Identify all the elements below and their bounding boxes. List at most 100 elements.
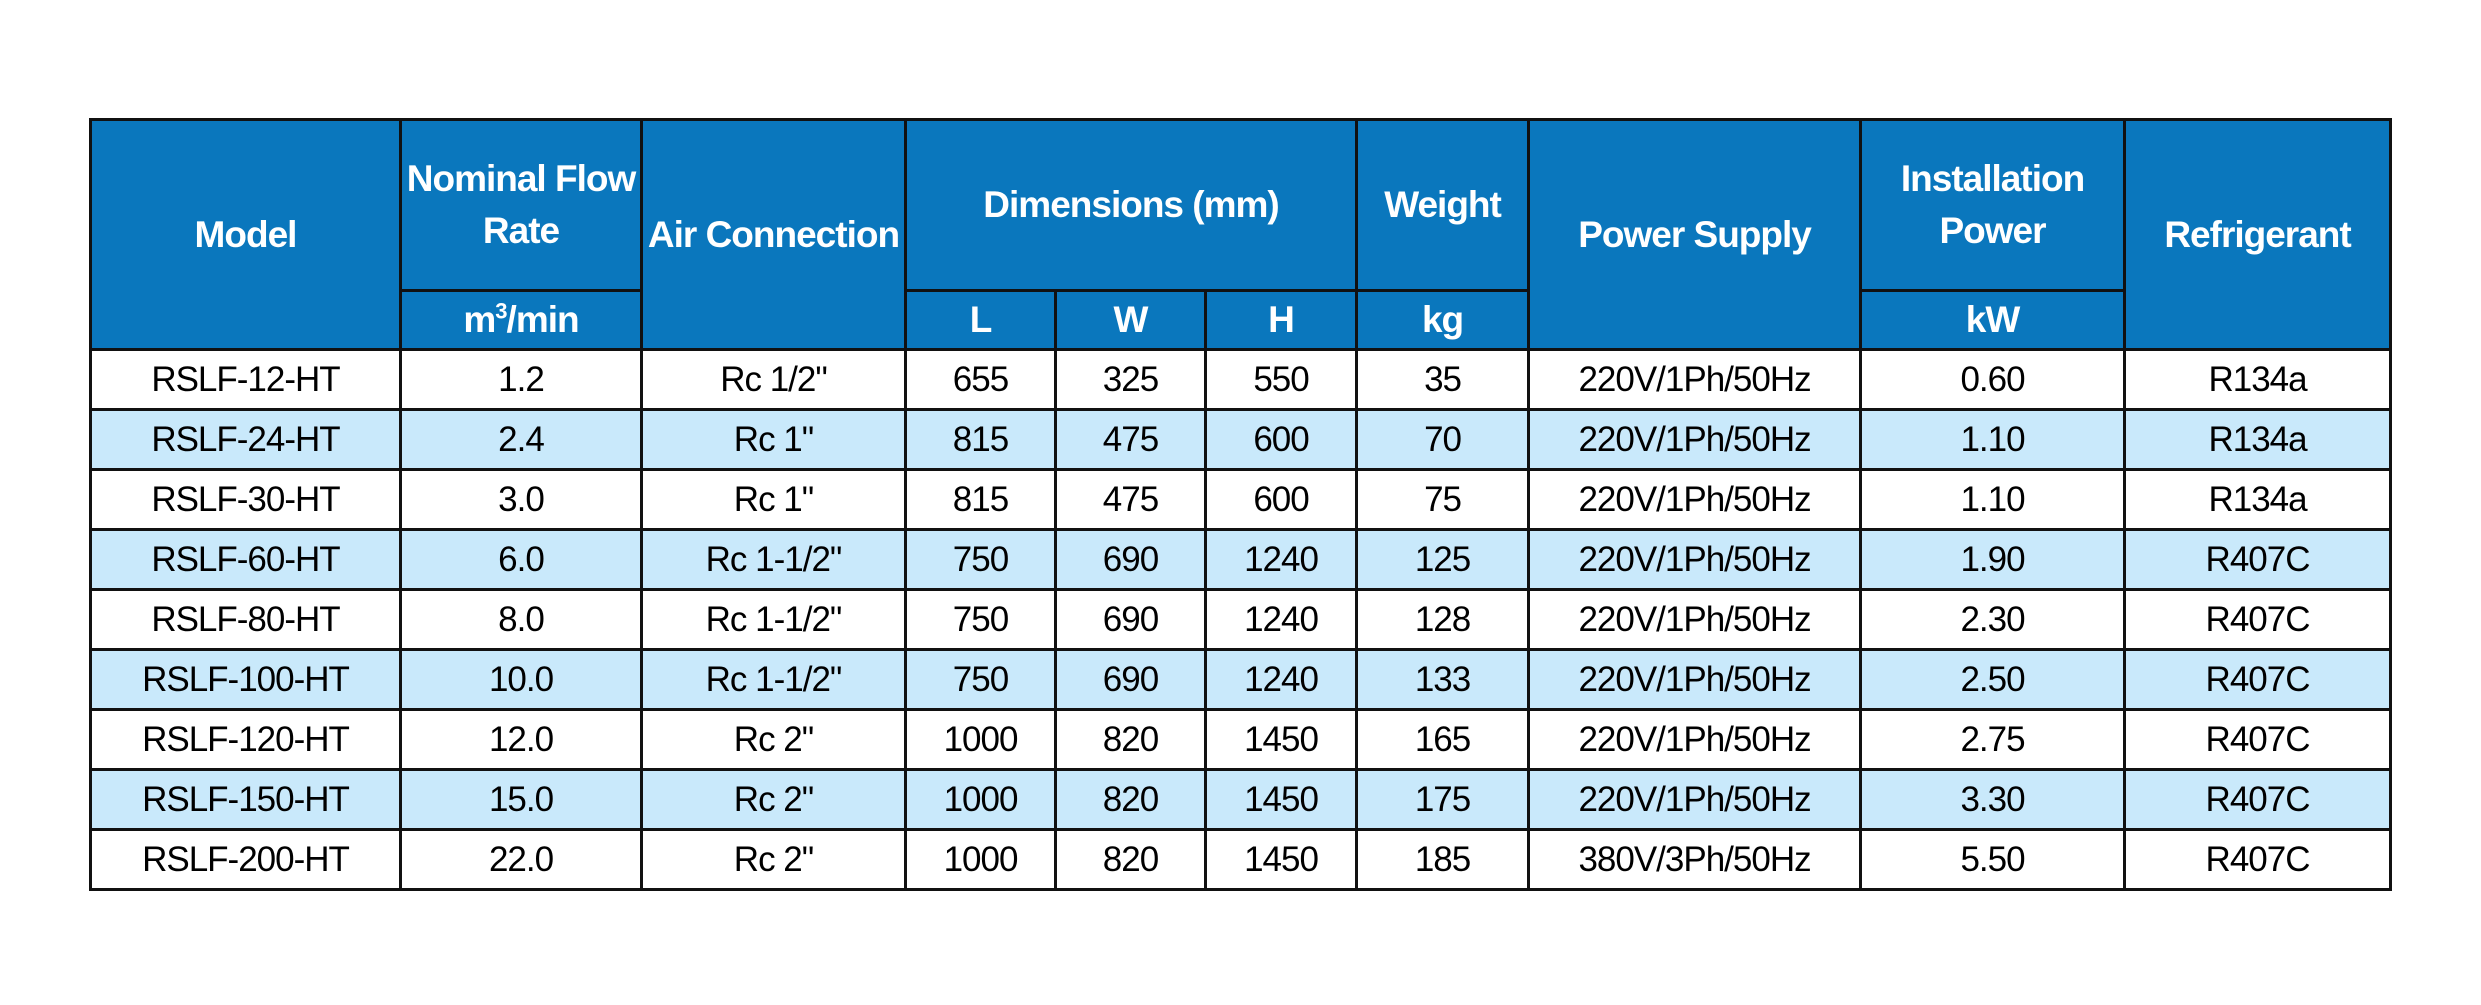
cell-flow-rate: 1.2: [399, 348, 643, 411]
table-row: RSLF-100-HT 10.0 Rc 1-1/2" 750 690 1240 133 220…: [89, 648, 2393, 711]
cell-flow-rate: 12.0: [399, 708, 643, 771]
cell-height: 1240: [1203, 648, 1359, 711]
cell-width: 690: [1054, 648, 1207, 711]
cell-width: 820: [1054, 828, 1207, 891]
cell-refrigerant: R134a: [2123, 348, 2393, 411]
table-row: RSLF-30-HT 3.0 Rc 1" 815 475 600 75 220V/1Ph/50…: [89, 468, 2393, 531]
cell-weight: 70: [1355, 408, 1531, 471]
cell-length: 655: [904, 348, 1057, 411]
cell-flow-rate: 6.0: [399, 528, 643, 591]
cell-air-connection: Rc 2": [640, 768, 907, 831]
cell-refrigerant: R134a: [2123, 468, 2393, 531]
header-weight-unit: kg: [1355, 289, 1531, 351]
spec-table: Model Nominal Flow Rate Air Connection D…: [89, 118, 2393, 891]
cell-weight: 185: [1355, 828, 1531, 891]
cell-air-connection: Rc 1": [640, 468, 907, 531]
cell-installation-power: 5.50: [1859, 828, 2127, 891]
cell-weight: 175: [1355, 768, 1531, 831]
cell-installation-power: 3.30: [1859, 768, 2127, 831]
cell-installation-power: 2.50: [1859, 648, 2127, 711]
header-installation-power-unit: kW: [1859, 289, 2127, 351]
cell-width: 690: [1054, 588, 1207, 651]
table-row: RSLF-150-HT 15.0 Rc 2" 1000 820 1450 175 220V/1…: [89, 768, 2393, 831]
cell-weight: 133: [1355, 648, 1531, 711]
cell-height: 550: [1203, 348, 1359, 411]
header-flow-rate: Nominal Flow Rate: [399, 118, 643, 292]
unit-rest: /min: [506, 299, 580, 340]
cell-height: 600: [1203, 468, 1359, 531]
cell-height: 1450: [1203, 708, 1359, 771]
cell-installation-power: 1.90: [1859, 528, 2127, 591]
cell-width: 820: [1054, 708, 1207, 771]
cell-power-supply: 220V/1Ph/50Hz: [1527, 468, 1863, 531]
cell-weight: 125: [1355, 528, 1531, 591]
cell-power-supply: 220V/1Ph/50Hz: [1527, 528, 1863, 591]
table-row: RSLF-12-HT 1.2 Rc 1/2" 655 325 550 35 220V/1Ph/…: [89, 348, 2393, 411]
table-row: RSLF-80-HT 8.0 Rc 1-1/2" 750 690 1240 128 220V/…: [89, 588, 2393, 651]
cell-flow-rate: 3.0: [399, 468, 643, 531]
cell-air-connection: Rc 1-1/2": [640, 648, 907, 711]
cell-width: 690: [1054, 528, 1207, 591]
cell-flow-rate: 22.0: [399, 828, 643, 891]
cell-refrigerant: R407C: [2123, 828, 2393, 891]
cell-flow-rate: 10.0: [399, 648, 643, 711]
cell-length: 750: [904, 588, 1057, 651]
cell-length: 1000: [904, 708, 1057, 771]
cell-height: 1450: [1203, 828, 1359, 891]
cell-power-supply: 220V/1Ph/50Hz: [1527, 408, 1863, 471]
cell-height: 600: [1203, 408, 1359, 471]
table-row: RSLF-120-HT 12.0 Rc 2" 1000 820 1450 165 220V/1…: [89, 708, 2393, 771]
cell-model: RSLF-30-HT: [89, 468, 402, 531]
cell-installation-power: 0.60: [1859, 348, 2127, 411]
cell-length: 1000: [904, 768, 1057, 831]
cell-model: RSLF-100-HT: [89, 648, 402, 711]
cell-air-connection: Rc 1/2": [640, 348, 907, 411]
cell-power-supply: 220V/1Ph/50Hz: [1527, 648, 1863, 711]
cell-air-connection: Rc 2": [640, 828, 907, 891]
cell-weight: 128: [1355, 588, 1531, 651]
header-installation-power: Installation Power: [1859, 118, 2127, 292]
header-air-connection: Air Connection: [640, 118, 907, 351]
cell-length: 750: [904, 528, 1057, 591]
cell-model: RSLF-12-HT: [89, 348, 402, 411]
cell-installation-power: 2.75: [1859, 708, 2127, 771]
cell-length: 815: [904, 408, 1057, 471]
cell-height: 1240: [1203, 528, 1359, 591]
table-row: RSLF-60-HT 6.0 Rc 1-1/2" 750 690 1240 125 220V/…: [89, 528, 2393, 591]
cell-length: 1000: [904, 828, 1057, 891]
cell-refrigerant: R407C: [2123, 708, 2393, 771]
cell-weight: 35: [1355, 348, 1531, 411]
header-model: Model: [89, 118, 402, 351]
table-row: RSLF-200-HT 22.0 Rc 2" 1000 820 1450 185 380V/3…: [89, 828, 2393, 891]
cell-installation-power: 1.10: [1859, 468, 2127, 531]
cell-power-supply: 380V/3Ph/50Hz: [1527, 828, 1863, 891]
unit-base: m: [463, 299, 496, 340]
header-weight: Weight: [1355, 118, 1531, 292]
cell-weight: 165: [1355, 708, 1531, 771]
cell-width: 475: [1054, 468, 1207, 531]
cell-refrigerant: R134a: [2123, 408, 2393, 471]
cell-model: RSLF-200-HT: [89, 828, 402, 891]
table-row: RSLF-24-HT 2.4 Rc 1" 815 475 600 70 220V/1Ph/50…: [89, 408, 2393, 471]
cell-width: 820: [1054, 768, 1207, 831]
cell-weight: 75: [1355, 468, 1531, 531]
cell-model: RSLF-120-HT: [89, 708, 402, 771]
cell-height: 1240: [1203, 588, 1359, 651]
cell-flow-rate: 8.0: [399, 588, 643, 651]
cell-installation-power: 2.30: [1859, 588, 2127, 651]
cell-model: RSLF-24-HT: [89, 408, 402, 471]
cell-flow-rate: 15.0: [399, 768, 643, 831]
header-power-supply: Power Supply: [1527, 118, 1863, 351]
table-body: RSLF-12-HT 1.2 Rc 1/2" 655 325 550 35 220V/1Ph/…: [89, 348, 2393, 891]
cell-refrigerant: R407C: [2123, 588, 2393, 651]
unit-superscript: 3: [495, 298, 507, 324]
cell-air-connection: Rc 2": [640, 708, 907, 771]
cell-power-supply: 220V/1Ph/50Hz: [1527, 768, 1863, 831]
header-dim-w: W: [1054, 289, 1207, 351]
cell-model: RSLF-60-HT: [89, 528, 402, 591]
cell-power-supply: 220V/1Ph/50Hz: [1527, 708, 1863, 771]
cell-width: 475: [1054, 408, 1207, 471]
cell-height: 1450: [1203, 768, 1359, 831]
cell-refrigerant: R407C: [2123, 528, 2393, 591]
cell-model: RSLF-150-HT: [89, 768, 402, 831]
